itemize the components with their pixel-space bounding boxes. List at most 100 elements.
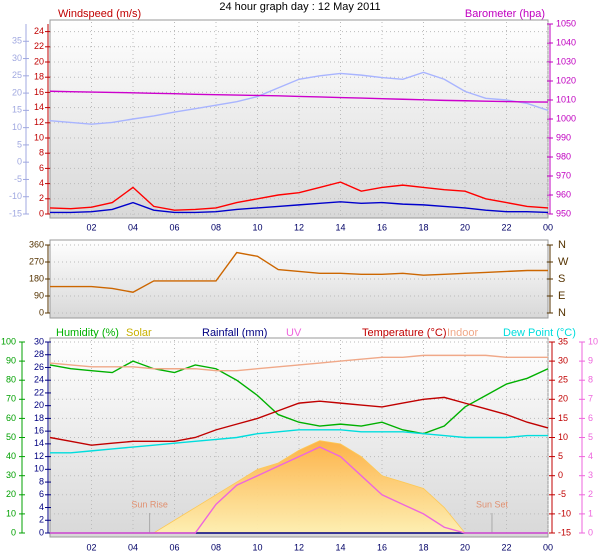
x-tick-label: 00 xyxy=(543,222,553,232)
y4-tick-label: 6 xyxy=(588,413,593,423)
x-tick-label: 16 xyxy=(377,222,387,232)
y-tick-label: 20 xyxy=(6,489,16,499)
x-tick-label: 12 xyxy=(294,222,304,232)
y-tick-label: 270 xyxy=(29,256,44,266)
y-tick-label: 0 xyxy=(11,527,16,537)
annotation: Sun Rise xyxy=(131,499,168,509)
y2-tick-label: 1050 xyxy=(556,18,576,28)
y-tick-label: 0 xyxy=(39,208,44,218)
legend-entry: Temperature (°C) xyxy=(362,327,446,339)
y-tick-label: 180 xyxy=(29,273,44,283)
x-tick-label: 22 xyxy=(501,542,511,552)
legend-entry: UV xyxy=(286,327,302,339)
y4-tick-label: 10 xyxy=(588,336,598,346)
x-tick-label: 06 xyxy=(169,222,179,232)
line xyxy=(49,396,549,446)
y2-tick-label: 30 xyxy=(34,336,44,346)
y2-tick-label: 1030 xyxy=(556,56,576,66)
y-tick-label: 90 xyxy=(6,355,16,365)
line xyxy=(50,429,548,454)
x-tick-label: 20 xyxy=(460,222,470,232)
line xyxy=(50,201,549,214)
line xyxy=(49,354,548,372)
y2-tick-label: 0 xyxy=(39,527,44,537)
y2-tick-label: 22 xyxy=(34,387,44,397)
y3-tick-label: 15 xyxy=(12,105,22,115)
y2-tick-label: 1000 xyxy=(556,113,576,123)
x-tick-label: 06 xyxy=(169,542,179,552)
y3-tick-label: 15 xyxy=(558,413,568,423)
y3-tick-label: 30 xyxy=(12,53,22,63)
x-tick-label: 18 xyxy=(418,542,428,552)
x-tick-label: 14 xyxy=(335,222,345,232)
x-tick-label: 16 xyxy=(377,542,387,552)
y-tick-label: 22 xyxy=(34,41,44,51)
chart-title: 24 hour graph day : 12 May 2011 xyxy=(219,1,380,13)
y2-tick-label: 12 xyxy=(34,451,44,461)
y2-tick-label: 8 xyxy=(39,476,44,486)
y-tick-label: 60 xyxy=(6,413,16,423)
y-tick-label: 14 xyxy=(34,102,44,112)
y-tick-label: 10 xyxy=(34,132,44,142)
y2-tick-label: S xyxy=(558,273,565,285)
y2-tick-label: 10 xyxy=(34,464,44,474)
y-tick-label: 360 xyxy=(29,239,44,249)
y4-tick-label: 2 xyxy=(588,489,593,499)
x-tick-label: 22 xyxy=(501,222,511,232)
x-tick-label: 04 xyxy=(128,542,138,552)
legend-entry: Indoor xyxy=(447,327,479,339)
line xyxy=(49,181,549,211)
y-tick-label: 12 xyxy=(34,117,44,127)
y2-tick-label: 6 xyxy=(39,489,44,499)
y-tick-label: 40 xyxy=(6,451,16,461)
y-tick-label: 70 xyxy=(6,394,16,404)
y2-tick-label: 4 xyxy=(39,502,44,512)
y2-tick-label: 14 xyxy=(34,438,44,448)
y-tick-label: 90 xyxy=(34,290,44,300)
x-tick-label: 18 xyxy=(418,222,428,232)
x-tick-label: 04 xyxy=(128,222,138,232)
y3-tick-label: -15 xyxy=(558,527,571,537)
y3-tick-label: -10 xyxy=(9,191,22,201)
y3-tick-label: 20 xyxy=(12,87,22,97)
y-tick-label: 80 xyxy=(6,375,16,385)
y-axis-label: Windspeed (m/s) xyxy=(58,8,141,20)
y3-tick-label: 0 xyxy=(558,470,563,480)
y4-tick-label: 8 xyxy=(588,375,593,385)
y2-tick-label: E xyxy=(558,290,565,302)
y3-tick-label: 10 xyxy=(12,122,22,132)
y-tick-label: 2 xyxy=(39,193,44,203)
y3-tick-label: 25 xyxy=(12,70,22,80)
y2-tick-label: W xyxy=(558,256,569,268)
y-tick-label: 4 xyxy=(39,178,44,188)
y2-tick-label: 950 xyxy=(556,208,571,218)
y3-tick-label: 25 xyxy=(558,375,568,385)
x-tick-label: 10 xyxy=(252,542,262,552)
y4-tick-label: 4 xyxy=(588,451,593,461)
y-tick-label: 20 xyxy=(34,56,44,66)
x-tick-label: 00 xyxy=(543,542,553,552)
line xyxy=(49,360,549,435)
y3-tick-label: 20 xyxy=(558,394,568,404)
annotation: Sun Set xyxy=(476,499,509,509)
legend-entry: Humidity (%) xyxy=(56,327,119,339)
y2-tick-label: 970 xyxy=(556,170,571,180)
y3-tick-label: 10 xyxy=(558,432,568,442)
x-tick-label: 02 xyxy=(86,222,96,232)
y-tick-label: 16 xyxy=(34,87,44,97)
y4-tick-label: 5 xyxy=(588,432,593,442)
y3-tick-label: 35 xyxy=(558,336,568,346)
y2-tick-label: 18 xyxy=(34,413,44,423)
y3-tick-label: 35 xyxy=(12,36,22,46)
x-tick-label: 20 xyxy=(460,542,470,552)
y4-tick-label: 3 xyxy=(588,470,593,480)
y3-tick-label: -15 xyxy=(9,208,22,218)
x-tick-label: 02 xyxy=(86,542,96,552)
y-tick-label: 8 xyxy=(39,148,44,158)
y-tick-label: 24 xyxy=(34,26,44,36)
y2-tick-label: 1010 xyxy=(556,94,576,104)
panel-wind xyxy=(49,19,549,219)
x-tick-label: 08 xyxy=(211,542,221,552)
x-tick-label: 14 xyxy=(335,542,345,552)
